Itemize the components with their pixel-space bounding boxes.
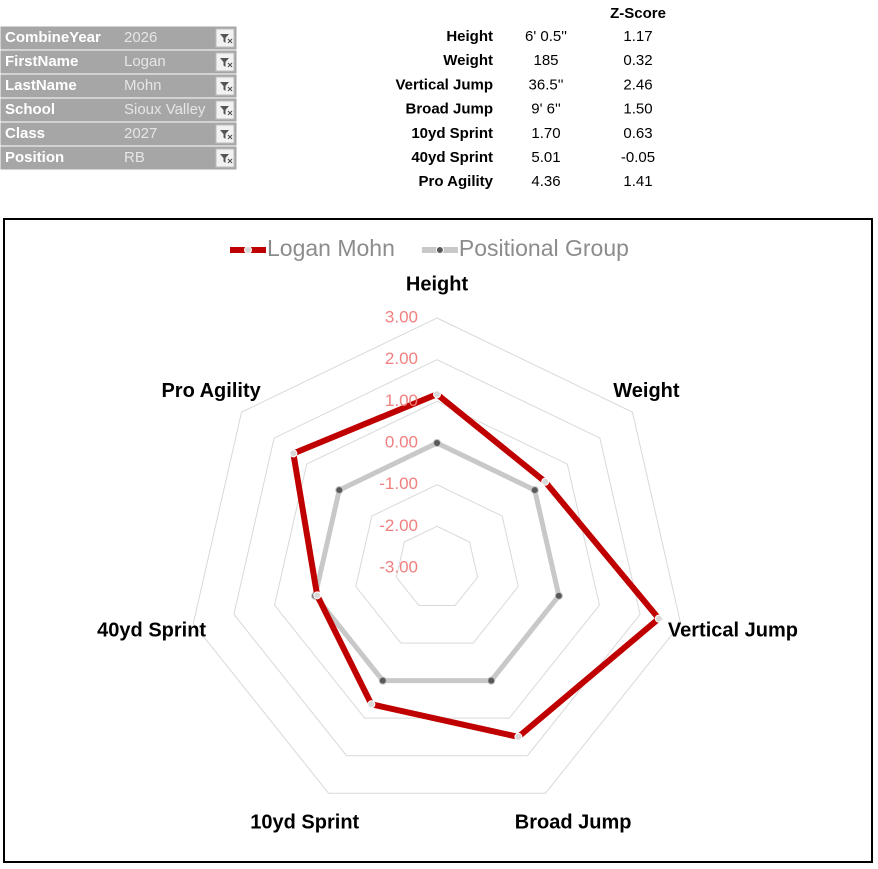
metric-value: 185 xyxy=(533,52,558,69)
filter-value: RB xyxy=(124,149,145,166)
series-marker xyxy=(514,732,523,741)
filter-label: Position xyxy=(5,149,64,166)
filter-row xyxy=(0,97,238,123)
metric-name: 40yd Sprint xyxy=(411,149,493,166)
z-score: 1.41 xyxy=(623,173,652,190)
metric-value: 9' 6'' xyxy=(531,101,561,118)
metric-value: 1.70 xyxy=(531,125,560,142)
z-score: 1.50 xyxy=(623,101,652,118)
metric-value: 4.36 xyxy=(531,173,560,190)
filter-label: CombineYear xyxy=(5,29,101,46)
legend-label: Logan Mohn xyxy=(267,235,395,261)
filter-button[interactable] xyxy=(215,148,235,168)
tick-label: 2.00 xyxy=(385,349,418,368)
filter-row xyxy=(0,73,238,99)
metric-value: 6' 0.5'' xyxy=(525,28,567,45)
filter-icon-mark xyxy=(227,110,233,116)
metric-name: Height xyxy=(446,28,493,45)
filter-row xyxy=(0,145,238,171)
z-score: 2.46 xyxy=(623,76,652,93)
filter-label: FirstName xyxy=(5,53,78,70)
series-marker xyxy=(487,676,496,685)
z-score: 0.63 xyxy=(623,125,652,142)
filter-icon-mark xyxy=(227,86,233,92)
series-marker xyxy=(335,486,344,495)
filter-icon-mark xyxy=(227,38,233,44)
grid-ring xyxy=(395,525,479,607)
filter-value: Mohn xyxy=(124,77,162,94)
tick-label: -2.00 xyxy=(379,516,418,535)
grid-ring xyxy=(192,317,682,794)
tick-label: -3.00 xyxy=(379,557,418,576)
series-marker xyxy=(541,477,550,486)
series-marker xyxy=(554,591,563,600)
series-marker xyxy=(313,591,322,600)
z-score: 0.32 xyxy=(623,52,652,69)
axis-label: Broad Jump xyxy=(515,811,632,833)
z-score: 1.17 xyxy=(623,28,652,45)
filter-icon xyxy=(220,58,229,67)
series-marker xyxy=(654,614,663,623)
filter-label: LastName xyxy=(5,77,77,94)
series-marker xyxy=(433,390,441,399)
series-line xyxy=(289,390,664,741)
filter-icon-mark xyxy=(227,158,233,164)
filter-row xyxy=(0,25,238,51)
metric-name: Weight xyxy=(443,52,493,69)
z-score: -0.05 xyxy=(621,149,655,166)
filter-icon-mark xyxy=(227,134,233,140)
metric-name: Broad Jump xyxy=(405,101,493,118)
filter-icon xyxy=(220,106,229,115)
series-marker xyxy=(433,439,441,447)
axis-label: 10yd Sprint xyxy=(250,811,359,833)
legend-label: Positional Group xyxy=(459,235,629,261)
metric-value: 5.01 xyxy=(531,149,560,166)
table-header: Z-Score xyxy=(610,5,666,22)
series-marker xyxy=(530,486,539,495)
filter-icon xyxy=(220,154,229,163)
legend-marker xyxy=(244,246,252,254)
filter-row xyxy=(0,121,238,147)
filter-icon-mark xyxy=(227,62,233,68)
axis-label: Weight xyxy=(613,380,680,402)
filter-button[interactable] xyxy=(215,52,235,72)
axis-label: 40yd Sprint xyxy=(97,619,206,641)
series-marker xyxy=(378,676,387,685)
filter-value: Sioux Valley xyxy=(124,101,206,118)
axis-label: Pro Agility xyxy=(161,380,261,402)
legend-marker xyxy=(435,246,444,254)
filter-icon xyxy=(220,82,229,91)
grid-ring xyxy=(355,484,519,644)
tick-label: 1.00 xyxy=(385,391,418,410)
grid-ring xyxy=(233,359,641,757)
filter-button[interactable] xyxy=(215,28,235,48)
series-line xyxy=(312,440,562,684)
filter-value: Logan xyxy=(124,53,166,70)
filter-label: Class xyxy=(5,125,45,142)
chart-frame xyxy=(3,218,873,863)
metric-name: Pro Agility xyxy=(419,173,494,190)
filter-label: School xyxy=(5,101,55,118)
tick-label: 3.00 xyxy=(385,307,418,326)
filter-value: 2026 xyxy=(124,29,157,46)
series-marker xyxy=(289,449,298,458)
filter-icon xyxy=(220,34,229,43)
filter-button[interactable] xyxy=(215,76,235,96)
tick-label: -1.00 xyxy=(379,474,418,493)
metric-name: 10yd Sprint xyxy=(411,125,493,142)
metric-name: Vertical Jump xyxy=(395,76,493,93)
axis-label: Vertical Jump xyxy=(668,619,798,641)
axis-label: Height xyxy=(406,273,469,295)
filter-button[interactable] xyxy=(215,124,235,144)
filter-button[interactable] xyxy=(215,100,235,120)
series-marker xyxy=(367,700,376,709)
filter-icon xyxy=(220,130,229,139)
metric-value: 36.5'' xyxy=(529,76,564,93)
filter-value: 2027 xyxy=(124,125,157,142)
tick-label: 0.00 xyxy=(385,432,418,451)
